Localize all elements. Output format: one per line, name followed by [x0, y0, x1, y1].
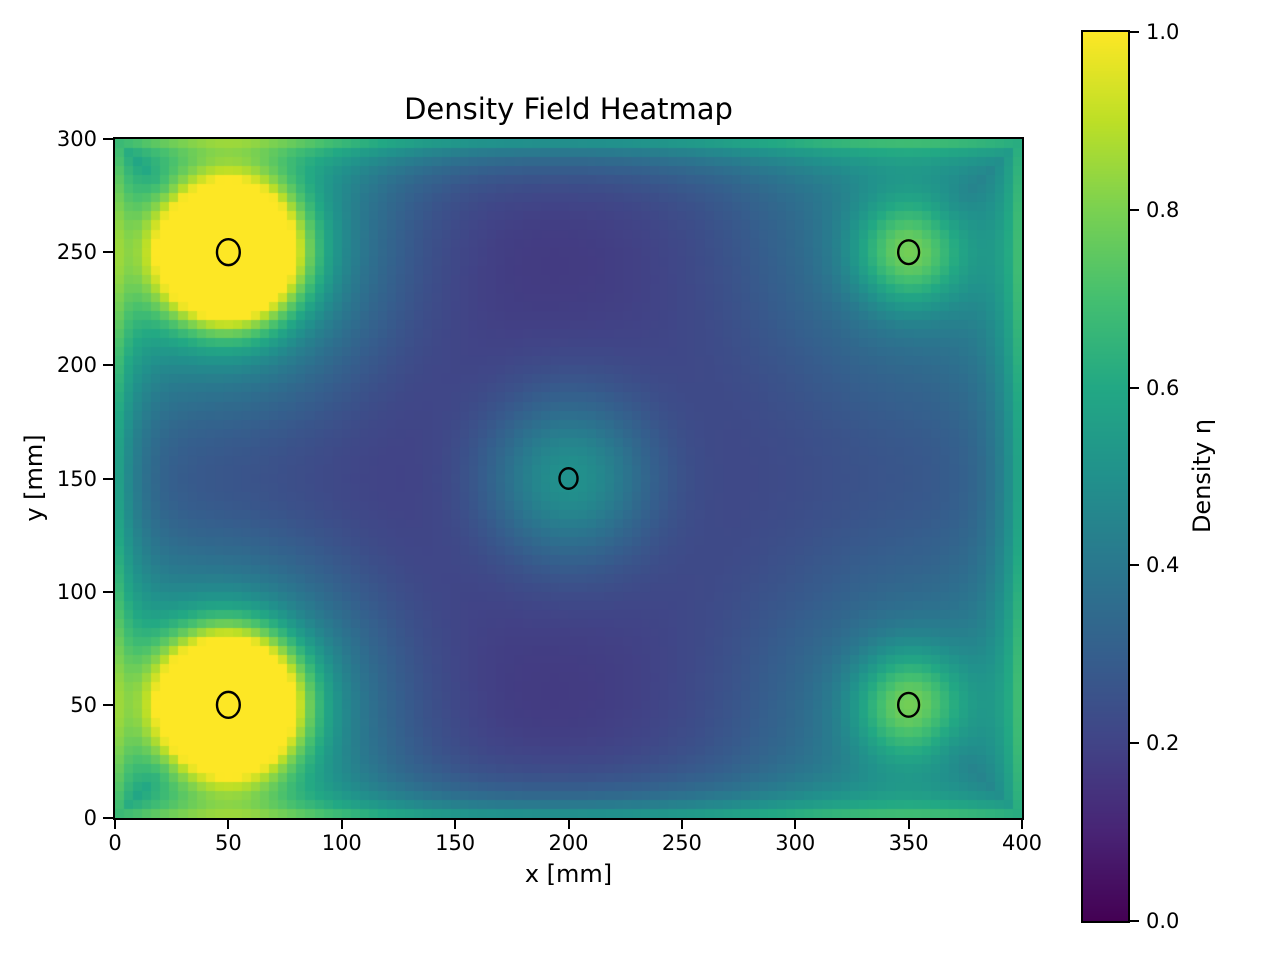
x-tick-label: 100 — [321, 831, 362, 855]
source-marker — [215, 690, 241, 719]
x-axis-label: x [mm] — [524, 860, 613, 888]
y-tick-mark — [103, 590, 113, 593]
colorbar-tick-mark — [1130, 31, 1139, 33]
colorbar-outline — [1081, 30, 1130, 923]
y-tick-label: 100 — [56, 579, 97, 604]
colorbar-label: Density η — [1188, 418, 1216, 534]
x-tick-mark — [567, 820, 570, 829]
heatmap-canvas — [115, 139, 1022, 818]
colorbar — [1083, 32, 1128, 921]
source-markers-overlay — [215, 238, 921, 719]
y-tick-mark — [103, 477, 113, 480]
y-tick-label: 0 — [83, 806, 97, 830]
y-tick-label: 250 — [56, 240, 97, 265]
source-marker — [558, 467, 579, 490]
colorbar-tick-label: 0.2 — [1146, 731, 1180, 756]
y-tick-mark — [103, 817, 113, 819]
x-tick-mark — [454, 820, 457, 829]
y-axis-label: y [mm] — [20, 434, 48, 522]
x-tick-label: 250 — [661, 831, 702, 855]
x-tick-label: 350 — [888, 831, 929, 855]
y-tick-mark — [103, 251, 113, 254]
colorbar-tick-mark — [1130, 920, 1139, 922]
x-tick-label: 0 — [108, 831, 122, 855]
x-tick-mark — [907, 820, 910, 829]
y-tick-mark — [103, 364, 113, 367]
colorbar-tick-mark — [1130, 208, 1139, 211]
x-tick-mark — [227, 820, 230, 829]
colorbar-tick-label: 0.4 — [1146, 553, 1180, 578]
y-tick-label: 200 — [56, 353, 97, 378]
x-tick-label: 400 — [1001, 831, 1043, 855]
source-marker — [896, 691, 921, 718]
y-tick-label: 300 — [56, 127, 97, 151]
plot-spine — [113, 137, 1024, 820]
x-tick-label: 200 — [548, 831, 589, 855]
colorbar-tick-mark — [1130, 564, 1139, 567]
x-tick-label: 150 — [435, 831, 476, 855]
x-tick-mark — [1021, 820, 1023, 829]
chart-title: Density Field Heatmap — [404, 92, 733, 126]
x-tick-mark — [340, 820, 343, 829]
x-tick-mark — [680, 820, 683, 829]
y-tick-mark — [103, 138, 113, 140]
colorbar-tick-mark — [1130, 742, 1139, 745]
heatmap-plot-area — [115, 139, 1022, 818]
y-tick-label: 150 — [56, 466, 97, 491]
colorbar-tick-label: 1.0 — [1146, 20, 1180, 44]
x-tick-mark — [794, 820, 797, 829]
x-tick-mark — [114, 820, 116, 829]
x-tick-label: 50 — [215, 831, 242, 855]
colorbar-tick-label: 0.8 — [1146, 197, 1180, 222]
colorbar-tick-label: 0.6 — [1146, 375, 1180, 400]
x-tick-label: 300 — [775, 831, 816, 855]
source-marker — [896, 239, 921, 266]
source-marker — [215, 238, 241, 267]
colorbar-tick-mark — [1130, 386, 1139, 389]
y-tick-label: 50 — [70, 692, 97, 717]
colorbar-gradient — [1083, 32, 1128, 921]
y-tick-mark — [103, 703, 113, 706]
colorbar-tick-label: 0.0 — [1146, 909, 1180, 933]
